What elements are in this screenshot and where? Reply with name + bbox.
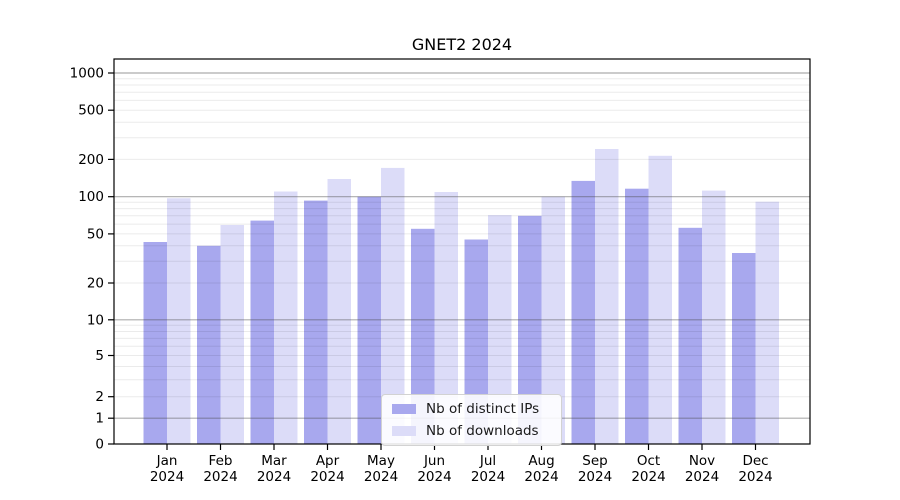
x-tick-label-year: 2024	[524, 469, 558, 485]
y-tick-label: 200	[78, 152, 104, 168]
x-tick-label-year: 2024	[738, 469, 772, 485]
bar-jun-1	[434, 192, 458, 444]
chart-title: GNET2 2024	[411, 35, 513, 54]
y-tick-label: 1	[95, 411, 104, 427]
x-tick-label-month: May	[367, 453, 395, 469]
x-tick-label-month: Dec	[742, 453, 768, 469]
x-tick-label-year: 2024	[631, 469, 665, 485]
bar-jul-1	[488, 215, 512, 444]
bar-sep-0	[571, 180, 595, 444]
y-tick-label: 0	[95, 437, 104, 453]
x-tick-label-year: 2024	[257, 469, 291, 485]
bar-jan-0	[143, 242, 167, 444]
legend-swatch-downloads	[392, 426, 416, 436]
y-tick-label: 10	[87, 312, 104, 328]
y-tick-label: 50	[87, 226, 104, 242]
y-tick-label: 100	[78, 189, 104, 205]
x-tick-label-year: 2024	[310, 469, 344, 485]
legend-item-downloads: Nb of downloads	[392, 422, 551, 440]
bar-sep-1	[595, 149, 619, 444]
bar-mar-0	[250, 220, 274, 444]
x-tick-label-month: Jan	[156, 453, 178, 469]
bar-feb-1	[220, 225, 244, 444]
x-tick-label-month: Oct	[637, 453, 660, 469]
gridlines	[114, 72, 810, 419]
x-tick-label-month: Apr	[316, 453, 340, 469]
bar-feb-0	[197, 245, 221, 444]
bar-aug-0	[518, 215, 542, 444]
bar-may-0	[357, 196, 381, 444]
x-tick-label-year: 2024	[364, 469, 398, 485]
bar-jul-0	[464, 239, 488, 444]
legend-swatch-distinct-ips	[392, 404, 416, 414]
x-tick-label-month: Sep	[582, 453, 607, 469]
x-tick-label-month: Jun	[423, 453, 445, 469]
bars	[143, 149, 779, 445]
x-tick-label-year: 2024	[150, 469, 184, 485]
x-tick-label-month: Nov	[689, 453, 715, 469]
x-tick-label-month: Jul	[479, 453, 496, 469]
bar-dec-0	[732, 253, 756, 444]
x-tick-label-month: Mar	[261, 453, 287, 469]
bar-jun-0	[411, 228, 435, 444]
bar-mar-1	[274, 191, 298, 444]
x-tick-label-month: Aug	[528, 453, 554, 469]
y-tick-label: 1000	[70, 66, 104, 82]
bar-nov-0	[678, 227, 702, 444]
bar-oct-0	[625, 188, 649, 444]
x-tick-label-month: Feb	[209, 453, 233, 469]
y-tick-label: 500	[78, 103, 104, 119]
bar-nov-1	[702, 190, 726, 444]
bar-aug-1	[541, 196, 565, 444]
legend-item-distinct-ips: Nb of distinct IPs	[392, 400, 551, 418]
legend: Nb of distinct IPs Nb of downloads	[381, 394, 562, 446]
x-tick-label-year: 2024	[578, 469, 612, 485]
y-tick-label: 2	[95, 389, 104, 405]
bar-apr-1	[327, 179, 351, 444]
bar-apr-0	[304, 200, 328, 444]
bar-jan-1	[167, 198, 191, 444]
y-tick-label: 5	[95, 348, 104, 364]
bar-oct-1	[648, 155, 672, 445]
y-tick-label: 20	[87, 276, 104, 292]
legend-label-downloads: Nb of downloads	[426, 423, 539, 439]
bar-may-1	[381, 167, 405, 444]
x-tick-label-year: 2024	[417, 469, 451, 485]
bar-dec-1	[755, 201, 779, 444]
x-tick-label-year: 2024	[685, 469, 719, 485]
x-tick-label-year: 2024	[203, 469, 237, 485]
legend-label-distinct-ips: Nb of distinct IPs	[426, 401, 540, 417]
x-tick-label-year: 2024	[471, 469, 505, 485]
x-axis: Jan2024Feb2024Mar2024Apr2024May2024Jun20…	[150, 444, 773, 485]
